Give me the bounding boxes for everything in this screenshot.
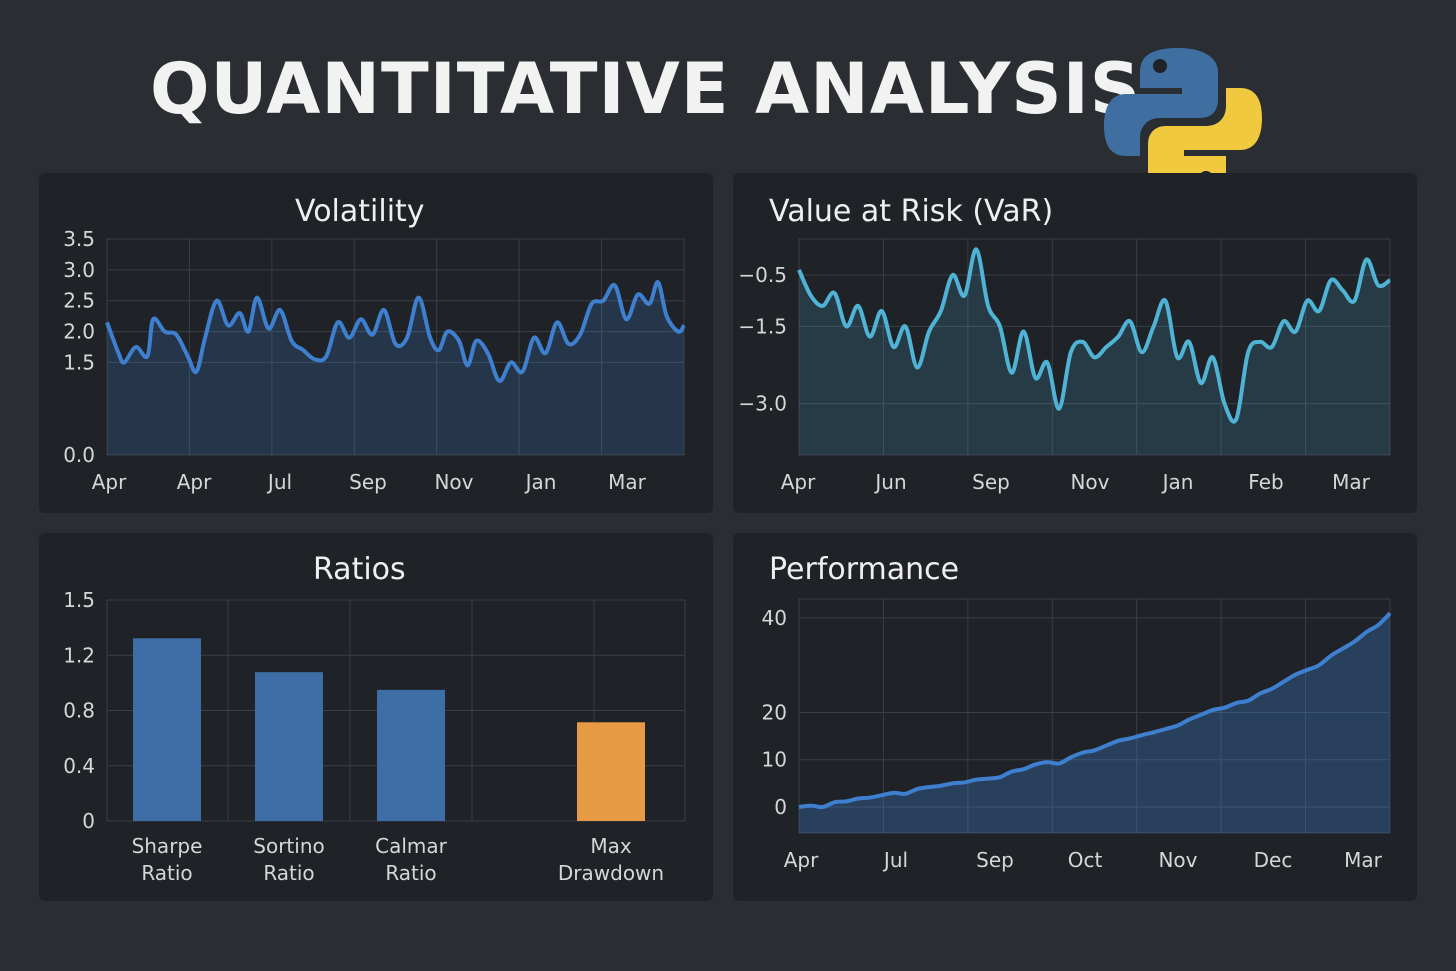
var-title: Value at Risk (VaR): [769, 194, 1053, 229]
performance-ytick-label: 20: [762, 700, 787, 724]
performance-ytick-label: 40: [762, 606, 787, 630]
performance-area-fill: [799, 613, 1390, 833]
performance-plot: [798, 611, 1392, 833]
volatility-plot: [105, 280, 686, 455]
ratios-category-label: Ratio: [263, 861, 314, 885]
ratios-ytick-label: 0.4: [63, 754, 95, 778]
ratios-bar: [255, 672, 323, 821]
ratios-category-label: Ratio: [385, 861, 436, 885]
var-xtick-label: Jan: [1161, 470, 1194, 494]
ratios-bar: [133, 638, 201, 821]
volatility-xtick-label: Apr: [92, 470, 127, 494]
var-ytick-label: −1.5: [738, 314, 787, 338]
var-chart: Value at Risk (VaR) −0.5 −1.5 −3.0 Apr Jun Se…: [738, 194, 1392, 494]
performance-xtick-label: Jul: [882, 848, 908, 872]
performance-grid: [798, 598, 1391, 834]
performance-ytick-label: 0: [774, 795, 787, 819]
ratios-category-label: Drawdown: [558, 861, 664, 885]
ratios-ytick-label: 1.2: [63, 643, 95, 667]
var-panel: Value at Risk (VaR) −0.5 −1.5 −3.0 Apr Jun Se…: [733, 173, 1417, 513]
ratios-category-label: Sharpe: [132, 834, 203, 858]
var-axes: −0.5 −1.5 −3.0 Apr Jun Sep Nov Jan Feb Mar: [738, 263, 1370, 494]
volatility-ytick-label: 2.5: [63, 289, 95, 313]
volatility-title: Volatility: [295, 194, 425, 229]
performance-xtick-label: Sep: [976, 848, 1014, 872]
volatility-grid: [106, 238, 685, 456]
var-plot: [797, 247, 1392, 455]
performance-panel: Performance 0 10 20 40 Apr Jul Sep Oct Nov Dec Mar: [733, 533, 1417, 901]
volatility-series-line: [105, 280, 686, 383]
var-plot-frame: [798, 238, 1391, 456]
var-ytick-label: −3.0: [738, 392, 787, 416]
volatility-ytick-label: 2.0: [63, 320, 95, 344]
var-xtick-label: Sep: [972, 470, 1010, 494]
ratios-category-label: Max: [590, 834, 632, 858]
ratios-category-label: Sortino: [253, 834, 324, 858]
var-xtick-label: Mar: [1332, 470, 1371, 494]
performance-axes: 0 10 20 40 Apr Jul Sep Oct Nov Dec Mar: [762, 606, 1383, 872]
ratios-chart: Ratios 0 0.4 0.8 1.2 1.5 Sharpe Ratio Sortino Ra…: [63, 552, 686, 885]
volatility-axes: 0.0 1.5 2.0 2.5 3.0 3.5 Apr Apr Jul Sep Nov Jan Mar: [63, 227, 646, 494]
performance-xtick-label: Dec: [1254, 848, 1293, 872]
volatility-ytick-label: 3.5: [63, 227, 95, 251]
performance-series-line: [798, 611, 1392, 810]
var-xtick-label: Nov: [1070, 470, 1109, 494]
var-xtick-label: Feb: [1248, 470, 1283, 494]
ratios-ytick-label: 0.8: [63, 699, 95, 723]
ratios-plot: [133, 638, 645, 821]
volatility-xtick-label: Sep: [349, 470, 387, 494]
volatility-ytick-label: 0.0: [63, 443, 95, 467]
ratios-category-label: Ratio: [141, 861, 192, 885]
ratios-bar: [377, 689, 445, 821]
ratios-panel: Ratios 0 0.4 0.8 1.2 1.5 Sharpe Ratio Sortino Ra…: [39, 533, 713, 901]
performance-title: Performance: [769, 552, 959, 587]
ratios-title: Ratios: [313, 552, 406, 587]
var-xtick-label: Apr: [781, 470, 816, 494]
var-xtick-label: Jun: [873, 470, 906, 494]
performance-xtick-label: Mar: [1344, 848, 1383, 872]
var-area-fill: [799, 249, 1390, 455]
performance-xtick-label: Apr: [784, 848, 819, 872]
volatility-ytick-label: 3.0: [63, 258, 95, 282]
performance-xtick-label: Oct: [1068, 848, 1103, 872]
ratios-bar: [577, 722, 645, 821]
ratios-category-label: Calmar: [375, 834, 448, 858]
page-title: QUANTITATIVE ANALYSIS: [150, 48, 1142, 130]
volatility-ytick-label: 1.5: [63, 350, 95, 374]
volatility-xtick-label: Mar: [608, 470, 647, 494]
volatility-chart: Volatility 0.0 1.5 2.0 2.5 3.0 3.5 Apr Apr Jul Se…: [63, 194, 686, 494]
var-ytick-label: −0.5: [738, 263, 787, 287]
performance-chart: Performance 0 10 20 40 Apr Jul Sep Oct Nov Dec Mar: [762, 552, 1392, 872]
performance-xtick-label: Nov: [1158, 848, 1197, 872]
performance-ytick-label: 10: [762, 748, 787, 772]
ratios-ytick-label: 0: [82, 809, 95, 833]
ratios-ytick-label: 1.5: [63, 588, 95, 612]
volatility-panel: Volatility 0.0 1.5 2.0 2.5 3.0 3.5 Apr Apr Jul Se…: [39, 173, 713, 513]
volatility-xtick-label: Apr: [177, 470, 212, 494]
volatility-xtick-label: Jul: [266, 470, 292, 494]
ratios-axes: 0 0.4 0.8 1.2 1.5 Sharpe Ratio Sortino Ratio Calm…: [63, 588, 664, 885]
volatility-xtick-label: Nov: [434, 470, 473, 494]
volatility-xtick-label: Jan: [524, 470, 557, 494]
performance-plot-frame: [798, 598, 1391, 834]
var-series-line: [797, 247, 1392, 424]
